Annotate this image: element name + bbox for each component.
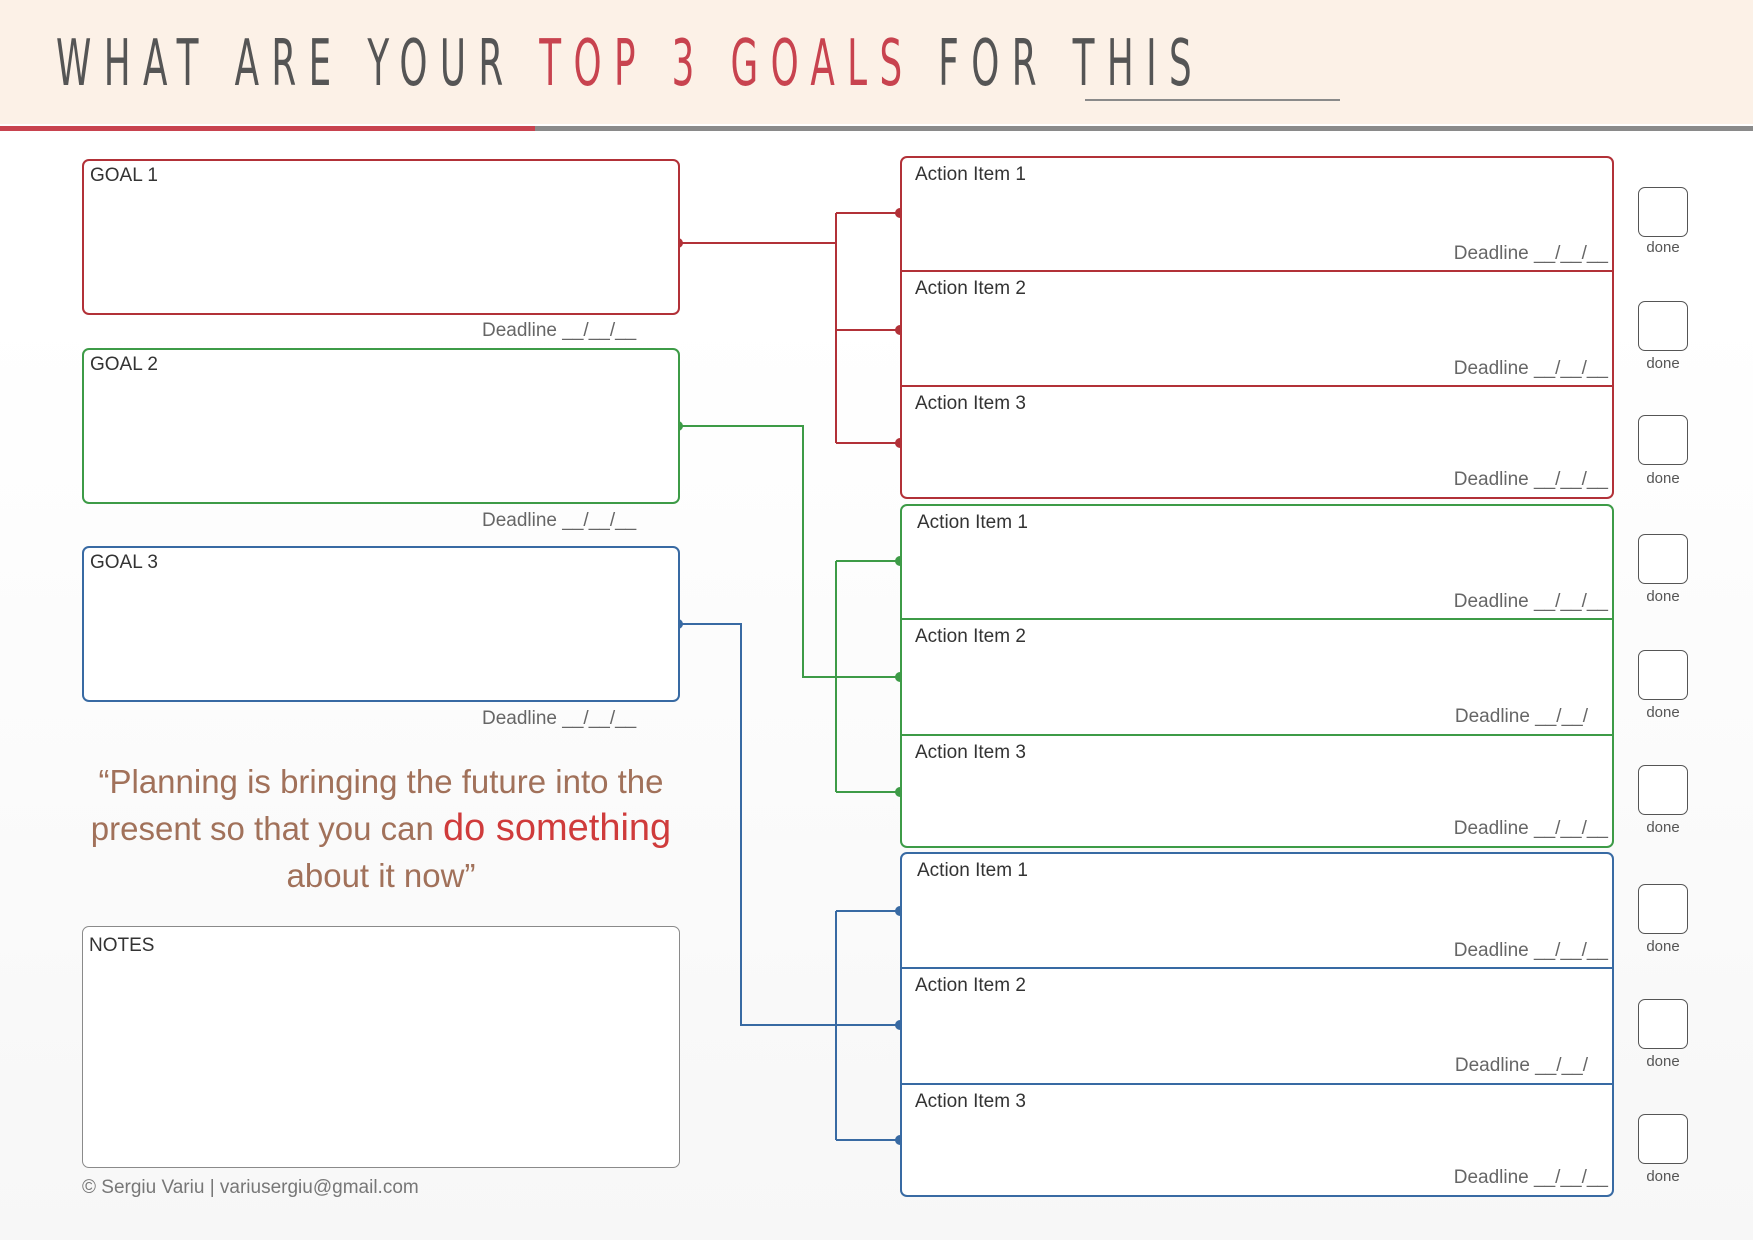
goal-2-box[interactable]: GOAL 2 bbox=[82, 348, 680, 504]
action-divider bbox=[902, 967, 1612, 969]
action-divider bbox=[902, 618, 1612, 620]
done-label: done bbox=[1646, 355, 1680, 372]
goal-3-box[interactable]: GOAL 3 bbox=[82, 546, 680, 702]
title-part1: WHAT ARE YOUR bbox=[56, 27, 540, 101]
goal-2-deadline[interactable]: Deadline __/__/__ bbox=[482, 510, 637, 531]
action-item[interactable]: Action Item 1 Deadline __/__/__ bbox=[902, 158, 1612, 271]
action-item-deadline[interactable]: Deadline __/__/__ bbox=[1453, 940, 1608, 961]
done-label: done bbox=[1646, 819, 1680, 836]
done-checkbox[interactable] bbox=[1638, 1114, 1688, 1164]
action-divider bbox=[902, 1083, 1612, 1085]
done-label: done bbox=[1646, 239, 1680, 256]
goal-2-connector bbox=[678, 425, 900, 793]
action-item-deadline[interactable]: Deadline __/__/ bbox=[1454, 1055, 1588, 1076]
action-item-label: Action Item 2 bbox=[915, 626, 1026, 647]
notes-box[interactable]: NOTES bbox=[82, 926, 680, 1168]
action-item-label: Action Item 1 bbox=[917, 860, 1028, 881]
action-item-deadline[interactable]: Deadline __/__/ bbox=[1454, 706, 1588, 727]
done-checkbox[interactable] bbox=[1638, 765, 1688, 815]
done-label: done bbox=[1646, 938, 1680, 955]
action-group-2: Action Item 1 Deadline __/__/__ Action I… bbox=[900, 504, 1614, 848]
action-item-label: Action Item 3 bbox=[915, 742, 1026, 763]
done-label: done bbox=[1646, 588, 1680, 605]
action-divider bbox=[902, 734, 1612, 736]
header-divider-bar bbox=[535, 126, 1753, 131]
action-item-deadline[interactable]: Deadline __/__/__ bbox=[1453, 358, 1608, 379]
action-group-3: Action Item 1 Deadline __/__/__ Action I… bbox=[900, 852, 1614, 1197]
quote-part1: “Planning is bringing the future into th… bbox=[90, 763, 664, 847]
action-item-label: Action Item 2 bbox=[915, 278, 1026, 299]
done-checkbox[interactable] bbox=[1638, 301, 1688, 351]
header-band bbox=[0, 0, 1753, 124]
notes-label: NOTES bbox=[89, 935, 155, 956]
header-accent-bar bbox=[0, 126, 535, 131]
action-item-label: Action Item 1 bbox=[915, 164, 1026, 185]
done-label: done bbox=[1646, 1053, 1680, 1070]
action-item-deadline[interactable]: Deadline __/__/__ bbox=[1453, 1167, 1608, 1188]
done-checkbox[interactable] bbox=[1638, 187, 1688, 237]
goal-3-label: GOAL 3 bbox=[90, 552, 158, 573]
goal-1-deadline[interactable]: Deadline __/__/__ bbox=[482, 320, 637, 341]
action-item[interactable]: Action Item 3 Deadline __/__/__ bbox=[902, 1085, 1612, 1195]
action-item[interactable]: Action Item 3 Deadline __/__/__ bbox=[902, 387, 1612, 497]
action-item[interactable]: Action Item 3 Deadline __/__/__ bbox=[902, 736, 1612, 846]
copyright-text: © Sergiu Variu | variusergiu@gmail.com bbox=[82, 1177, 419, 1198]
done-label: done bbox=[1646, 704, 1680, 721]
action-item[interactable]: Action Item 2 Deadline __/__/ bbox=[902, 969, 1612, 1083]
goal-1-box[interactable]: GOAL 1 bbox=[82, 159, 680, 315]
action-item[interactable]: Action Item 1 Deadline __/__/__ bbox=[902, 506, 1612, 619]
done-checkbox[interactable] bbox=[1638, 534, 1688, 584]
action-item[interactable]: Action Item 2 Deadline __/__/ bbox=[902, 620, 1612, 734]
done-checkbox[interactable] bbox=[1638, 415, 1688, 465]
action-item[interactable]: Action Item 2 Deadline __/__/__ bbox=[902, 272, 1612, 386]
action-item-deadline[interactable]: Deadline __/__/__ bbox=[1453, 243, 1608, 264]
action-item-label: Action Item 1 bbox=[917, 512, 1028, 533]
action-divider bbox=[902, 270, 1612, 272]
action-group-1: Action Item 1 Deadline __/__/__ Action I… bbox=[900, 156, 1614, 499]
done-checkbox[interactable] bbox=[1638, 999, 1688, 1049]
action-item[interactable]: Action Item 1 Deadline __/__/__ bbox=[902, 854, 1612, 968]
title-blank-line[interactable] bbox=[1085, 99, 1340, 101]
goal-3-connector bbox=[678, 623, 900, 1141]
planning-quote: “Planning is bringing the future into th… bbox=[82, 758, 680, 899]
done-label: done bbox=[1646, 470, 1680, 487]
done-checkbox[interactable] bbox=[1638, 884, 1688, 934]
action-item-deadline[interactable]: Deadline __/__/__ bbox=[1453, 818, 1608, 839]
goal-3-deadline[interactable]: Deadline __/__/__ bbox=[482, 708, 637, 729]
goal-2-label: GOAL 2 bbox=[90, 354, 158, 375]
action-item-label: Action Item 3 bbox=[915, 393, 1026, 414]
action-item-label: Action Item 3 bbox=[915, 1091, 1026, 1112]
title-part2: FOR THIS bbox=[914, 27, 1205, 101]
action-item-deadline[interactable]: Deadline __/__/__ bbox=[1453, 469, 1608, 490]
quote-emphasis: do something bbox=[443, 807, 672, 849]
quote-part2: about it now” bbox=[286, 857, 476, 894]
title-highlight: TOP 3 GOALS bbox=[539, 27, 915, 101]
goal-1-connector bbox=[678, 212, 900, 444]
action-item-deadline[interactable]: Deadline __/__/__ bbox=[1453, 591, 1608, 612]
done-label: done bbox=[1646, 1168, 1680, 1185]
page-title: WHAT ARE YOUR TOP 3 GOALS FOR THIS bbox=[56, 24, 1204, 104]
action-divider bbox=[902, 385, 1612, 387]
done-checkbox[interactable] bbox=[1638, 650, 1688, 700]
action-item-label: Action Item 2 bbox=[915, 975, 1026, 996]
goal-1-label: GOAL 1 bbox=[90, 165, 158, 186]
